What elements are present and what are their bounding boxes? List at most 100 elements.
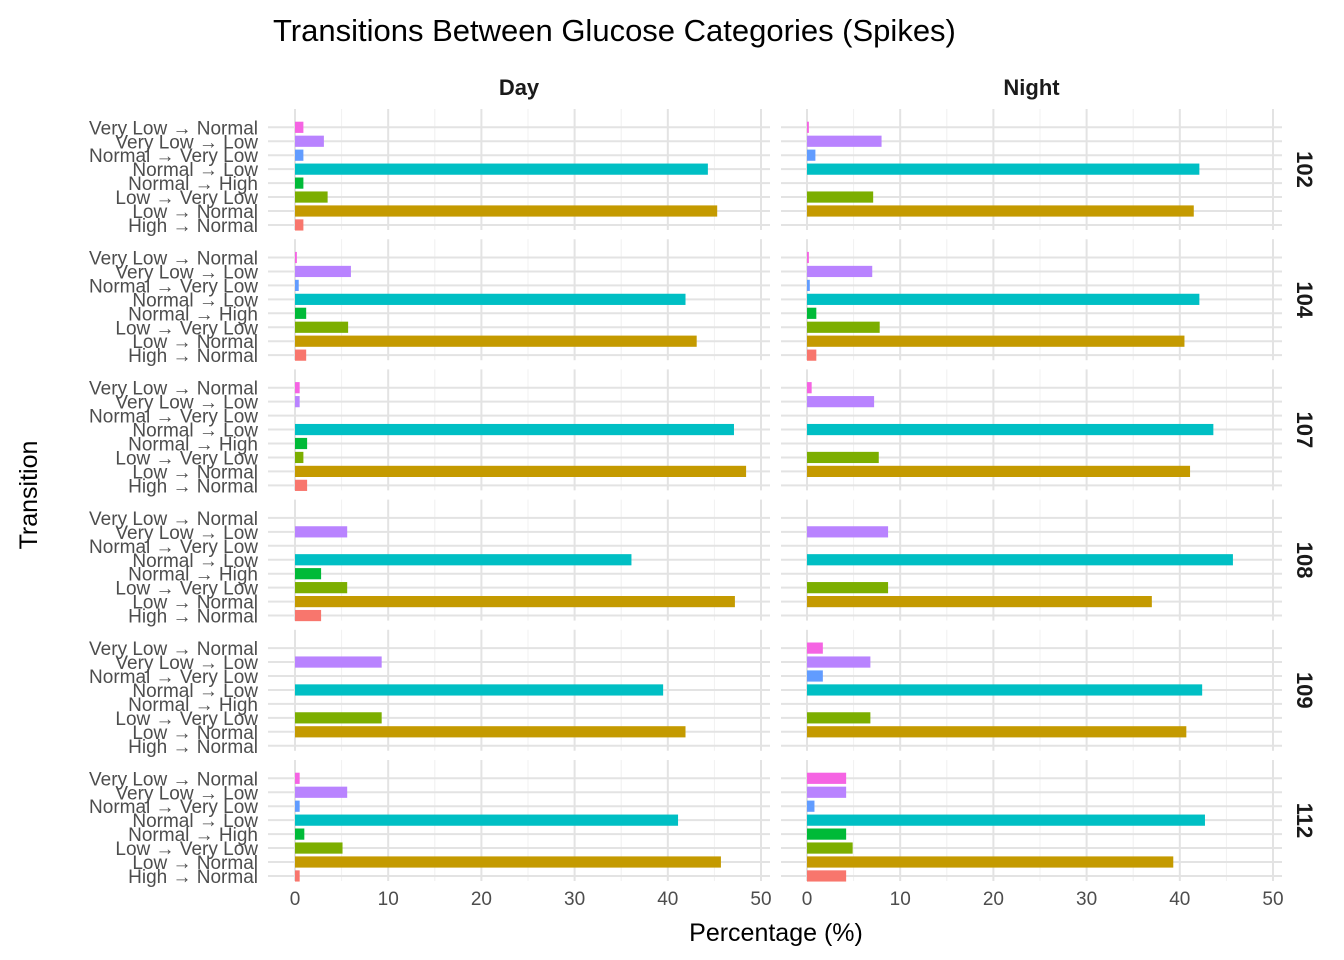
y-tick-label-normal-to-low: Normal → Low xyxy=(132,160,258,181)
bar-112-day-low-to-normal xyxy=(295,856,721,868)
bar-112-day-very-low-to-low xyxy=(295,786,348,798)
panel-107-night xyxy=(781,369,1282,491)
panel-102-day xyxy=(268,109,770,231)
y-tick-label-very-low-to-normal: Very Low → Normal xyxy=(89,769,258,790)
y-tick-label-low-to-normal: Low → Normal xyxy=(132,332,258,353)
bar-102-day-low-to-very-low xyxy=(295,191,328,203)
y-tick-label-normal-to-low: Normal → Low xyxy=(132,681,258,702)
y-tick-label-normal-to-very-low: Normal → Very Low xyxy=(89,797,258,818)
bar-108-day-normal-to-high xyxy=(295,568,322,580)
bar-107-day-very-low-to-normal xyxy=(295,382,300,394)
bar-104-night-low-to-very-low xyxy=(807,321,880,333)
bar-108-day-very-low-to-low xyxy=(295,526,348,538)
bar-107-day-normal-to-low xyxy=(295,423,734,436)
bar-107-night-low-to-very-low xyxy=(807,451,879,464)
y-tick-label-normal-to-very-low: Normal → Very Low xyxy=(89,667,258,688)
y-tick-label-high-to-normal: High → Normal xyxy=(128,216,258,237)
bar-102-night-very-low-to-low xyxy=(807,135,882,147)
bar-107-day-low-to-normal xyxy=(295,465,747,477)
bar-112-day-very-low-to-normal xyxy=(295,772,300,784)
bar-108-day-normal-to-low xyxy=(295,554,632,566)
bar-104-day-normal-to-high xyxy=(295,307,307,319)
strip-label-112: 112 xyxy=(1292,803,1317,839)
bar-109-day-very-low-to-low xyxy=(295,656,382,668)
bar-112-day-normal-to-low xyxy=(295,814,679,826)
y-tick-label-low-to-very-low: Low → Very Low xyxy=(115,448,258,469)
panel-107-day xyxy=(268,369,770,491)
bar-104-night-very-low-to-low xyxy=(807,265,873,278)
y-tick-label-normal-to-high: Normal → High xyxy=(128,174,258,195)
y-tick-label-very-low-to-normal: Very Low → Normal xyxy=(89,118,258,139)
bar-104-night-very-low-to-normal xyxy=(807,251,809,264)
bar-102-day-very-low-to-low xyxy=(295,135,324,147)
bar-108-night-very-low-to-low xyxy=(807,526,889,538)
bar-112-day-normal-to-high xyxy=(295,828,305,840)
y-axis-title: Transition xyxy=(15,441,43,550)
y-tick-label-very-low-to-low: Very Low → Low xyxy=(115,653,258,674)
y-tick-label-very-low-to-low: Very Low → Low xyxy=(115,523,258,544)
bar-109-day-low-to-very-low xyxy=(295,712,382,724)
y-tick-label-normal-to-very-low: Normal → Very Low xyxy=(89,146,258,167)
bar-112-night-very-low-to-low xyxy=(807,786,847,798)
panel-108-night xyxy=(781,499,1282,621)
bar-112-night-low-to-normal xyxy=(807,856,1174,868)
bar-109-night-very-low-to-normal xyxy=(807,642,823,654)
y-tick-label-normal-to-high: Normal → High xyxy=(128,435,258,456)
bar-107-night-very-low-to-low xyxy=(807,396,875,408)
bar-112-day-high-to-normal xyxy=(295,870,300,882)
panel-109-night xyxy=(781,629,1282,751)
x-tick-label-day-0: 0 xyxy=(290,889,301,910)
bar-107-day-normal-to-high xyxy=(295,437,308,450)
bar-102-day-high-to-normal xyxy=(295,219,304,231)
y-tick-label-low-to-normal: Low → Normal xyxy=(132,723,258,744)
y-tick-label-normal-to-very-low: Normal → Very Low xyxy=(89,537,258,558)
x-tick-label-day-10: 10 xyxy=(378,889,399,910)
y-tick-label-very-low-to-low: Very Low → Low xyxy=(115,783,258,804)
y-tick-label-normal-to-high: Normal → High xyxy=(128,304,258,325)
bar-104-night-low-to-normal xyxy=(807,335,1185,347)
y-tick-label-normal-to-high: Normal → High xyxy=(128,825,258,846)
bar-102-day-normal-to-low xyxy=(295,163,708,175)
y-tick-label-low-to-very-low: Low → Very Low xyxy=(115,318,258,339)
panel-102-night xyxy=(781,109,1282,230)
y-tick-label-normal-to-low: Normal → Low xyxy=(132,551,258,572)
strip-label-day: Day xyxy=(499,75,540,100)
y-tick-label-high-to-normal: High → Normal xyxy=(128,607,258,628)
bar-108-night-low-to-very-low xyxy=(807,582,889,594)
y-tick-label-very-low-to-normal: Very Low → Normal xyxy=(89,249,258,270)
y-tick-label-high-to-normal: High → Normal xyxy=(128,346,258,367)
bar-108-night-low-to-normal xyxy=(807,596,1152,608)
bar-107-night-low-to-normal xyxy=(807,465,1191,477)
bar-104-day-normal-to-low xyxy=(295,293,686,305)
y-tick-label-normal-to-low: Normal → Low xyxy=(132,811,258,832)
bar-102-night-normal-to-low xyxy=(807,163,1200,175)
bar-112-night-normal-to-high xyxy=(807,828,847,840)
bar-104-day-very-low-to-normal xyxy=(295,251,297,264)
y-tick-label-low-to-normal: Low → Normal xyxy=(132,462,258,483)
y-tick-label-high-to-normal: High → Normal xyxy=(128,867,258,888)
y-tick-label-normal-to-low: Normal → Low xyxy=(132,421,258,442)
y-tick-label-normal-to-low: Normal → Low xyxy=(132,290,258,311)
bar-112-night-normal-to-very-low xyxy=(807,800,815,812)
x-tick-label-day-40: 40 xyxy=(657,889,678,910)
bar-109-day-low-to-normal xyxy=(295,726,686,738)
bar-109-day-normal-to-low xyxy=(295,684,664,696)
bar-109-night-low-to-normal xyxy=(807,726,1187,738)
panel-104-day xyxy=(268,239,770,361)
bar-109-night-low-to-very-low xyxy=(807,712,871,724)
bar-104-night-normal-to-very-low xyxy=(807,279,810,291)
y-tick-label-high-to-normal: High → Normal xyxy=(128,737,258,758)
bar-102-night-low-to-very-low xyxy=(807,191,874,203)
strip-label-night: Night xyxy=(1003,75,1060,100)
y-tick-label-low-to-very-low: Low → Very Low xyxy=(115,188,258,209)
strip-label-107: 107 xyxy=(1292,412,1317,449)
x-tick-label-night-40: 40 xyxy=(1169,889,1190,910)
bar-102-day-normal-to-very-low xyxy=(295,149,304,161)
bar-104-night-normal-to-high xyxy=(807,307,817,319)
y-tick-label-normal-to-high: Normal → High xyxy=(128,565,258,586)
y-tick-label-low-to-normal: Low → Normal xyxy=(132,202,258,223)
strip-label-108: 108 xyxy=(1292,542,1317,579)
strip-label-109: 109 xyxy=(1292,672,1317,709)
y-tick-label-low-to-normal: Low → Normal xyxy=(132,593,258,614)
